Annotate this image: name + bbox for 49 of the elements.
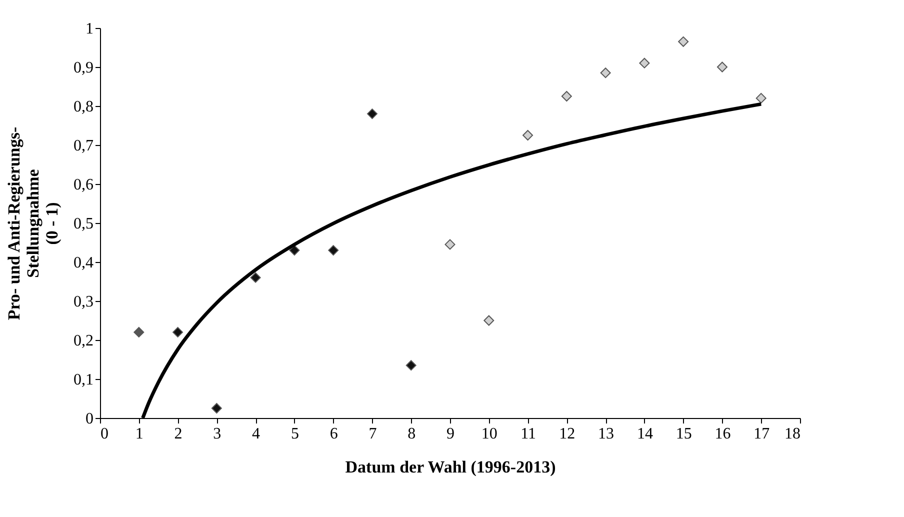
x-tick-label: 10 xyxy=(481,426,498,442)
point xyxy=(289,245,300,256)
y-tick-label: 0 xyxy=(86,410,94,428)
point xyxy=(561,91,572,102)
point xyxy=(678,36,689,47)
x-tick-label: 0 xyxy=(100,426,108,442)
x-tick-label: 15 xyxy=(676,426,692,442)
x-tick-label: 4 xyxy=(252,426,260,442)
x-tick-label: 3 xyxy=(213,426,222,442)
x-tick-label: 6 xyxy=(330,426,338,442)
x-tick-label: 13 xyxy=(598,426,614,442)
y-tick-label: 0,2 xyxy=(74,332,94,350)
point xyxy=(172,326,184,338)
point xyxy=(328,245,339,256)
point xyxy=(484,315,494,326)
y-tick-label: 0,7 xyxy=(74,138,94,154)
y-tick-label: 0,5 xyxy=(74,216,94,232)
x-tick-label: 5 xyxy=(290,426,299,442)
x-tick-label: 11 xyxy=(520,426,536,442)
point xyxy=(522,130,534,140)
y-tick-label: 0,9 xyxy=(74,60,94,76)
x-tick-label: 9 xyxy=(446,426,454,442)
point xyxy=(444,239,456,250)
point xyxy=(756,92,766,104)
y-tick-label: 1 xyxy=(86,20,94,38)
y-tick-label: 0,4 xyxy=(74,254,94,272)
point xyxy=(366,108,378,120)
point xyxy=(250,272,261,283)
x-tick-label: 7 xyxy=(368,426,377,442)
x-tick-label: 17 xyxy=(754,426,770,442)
y-tick-label: 0,8 xyxy=(74,98,94,116)
x-tick-label: 1 xyxy=(135,426,144,442)
y-tick-label: 0,1 xyxy=(74,372,94,388)
point xyxy=(600,68,611,78)
x-tick-label: 16 xyxy=(714,426,731,442)
x-tick-label: 8 xyxy=(408,426,416,442)
point xyxy=(639,58,650,68)
x-axis-title: Datum der Wahl (1996-2013) xyxy=(345,458,556,476)
x-tick-label: 18 xyxy=(784,426,800,442)
y-axis-title: Pro- und Anti-Regierungs- Stellungnahme (0 - 1) xyxy=(4,126,62,320)
point xyxy=(406,360,416,371)
point xyxy=(134,326,144,338)
point xyxy=(211,403,222,414)
x-tick-label: 14 xyxy=(636,426,653,442)
y-tick-label: 0,6 xyxy=(74,176,94,194)
x-tick-label: 12 xyxy=(559,426,576,442)
x-tick-label: 2 xyxy=(174,426,182,442)
y-tick-label: 0,3 xyxy=(74,294,94,310)
point xyxy=(716,62,728,72)
